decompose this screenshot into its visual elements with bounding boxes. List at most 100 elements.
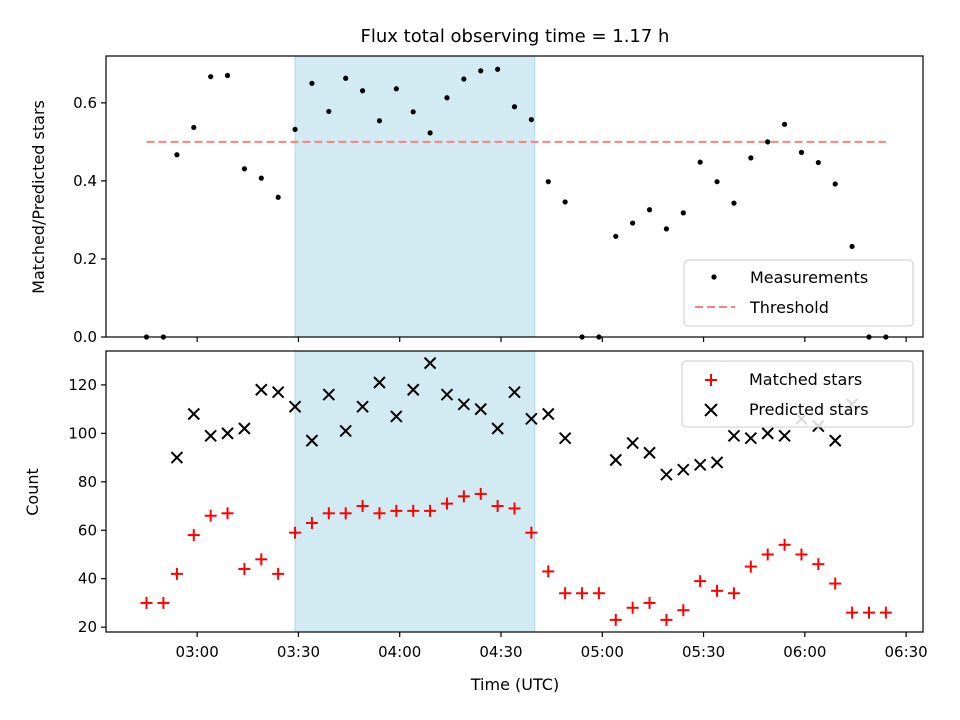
top-plot-frame [105,55,924,338]
matched-star-point [204,509,217,522]
x-tick-label: 04:00 [378,643,421,661]
matched-star-point [879,606,892,619]
predicted-star-stroke [693,458,707,472]
measurement-point [798,149,805,155]
predicted-star-stroke [508,385,521,399]
predicted-star-point [457,398,471,411]
predicted-star-stroke [170,451,184,464]
matched-star-point [305,516,318,529]
legend-matched-marker [705,374,717,386]
legend-measurements-label: Measurements [750,268,868,287]
matched-star-point [643,596,656,609]
y-tick-label: 0.2 [73,250,97,268]
predicted-star-point [288,400,302,413]
predicted-star-stroke [407,383,420,396]
measurement-point [359,88,366,94]
y-tick-label: 80 [78,473,97,491]
predicted-star-point [761,427,774,440]
predicted-star-point [508,385,521,399]
predicted-star-stroke [491,422,504,435]
measurement-points [143,66,889,340]
measurement-point [714,179,720,185]
predicted-star-point [204,429,217,442]
predicted-star-stroke [744,431,758,445]
measurement-point [815,159,821,166]
predicted-star-point [542,407,555,421]
matched-star-point [609,613,622,626]
matched-star-point [812,558,825,571]
predicted-star-stroke [440,388,454,401]
legend-predicted-marker [704,403,718,417]
x-tick-label: 05:00 [581,643,624,661]
matched-star-point [272,567,285,580]
x-tick-label: 06:00 [783,643,826,661]
measurement-point [410,109,416,115]
measurement-point [646,207,653,213]
matched-star-point [559,587,572,600]
predicted-star-point [322,388,336,401]
predicted-star-stroke [829,434,842,447]
matched-star-point [221,507,234,520]
matched-star-point [322,507,335,520]
predicted-stars-points [170,356,859,481]
measurement-point [191,124,197,131]
matched-star-point [440,497,453,510]
legend-matched-label: Matched stars [749,370,862,389]
y-tick-label: 60 [78,521,97,539]
measurement-point [275,194,281,200]
measurement-point [393,86,399,92]
matched-star-point [694,575,707,588]
x-tick-label: 03:30 [277,643,320,661]
predicted-star-point [710,456,724,469]
matched-star-point [140,596,153,609]
matched-star-point [407,504,420,517]
bottom-y-axis: 20 40 60 80 100 120 [68,376,106,636]
predicted-star-point [778,429,791,442]
predicted-star-stroke [609,453,622,467]
x-tick-label: 05:30 [682,643,725,661]
top-y-label: Matched/Predicted stars [29,100,48,294]
matched-star-point [761,548,774,561]
legend-predicted-label: Predicted stars [749,400,869,419]
y-tick-label: 120 [68,376,97,394]
measurement-point [849,243,855,250]
predicted-star-stroke [761,427,774,440]
predicted-star-point [558,431,572,445]
measurement-point [495,66,501,72]
measurement-point [258,175,264,181]
bottom-panel: 20 40 60 80 100 120 03:00 03:30 04:00 04:30 05:00… [23,350,928,694]
predicted-star-stroke [305,434,319,447]
predicted-star-point [626,436,639,450]
matched-star-point [744,560,757,573]
matched-star-point [727,587,740,600]
predicted-star-point [677,463,690,476]
measurement-point [309,80,315,86]
predicted-star-stroke [221,427,234,440]
matched-star-point [660,613,673,626]
measurement-point [292,126,298,132]
predicted-star-stroke [677,463,690,476]
measurement-point [444,95,450,101]
predicted-star-stroke [356,400,369,413]
matched-star-point [542,565,555,578]
predicted-star-stroke [727,429,741,442]
predicted-star-stroke [525,412,538,426]
predicted-star-point [660,468,673,481]
predicted-star-point [829,434,842,447]
measurement-point [663,226,670,232]
measurement-point [545,179,551,185]
predicted-star-stroke [339,424,352,438]
predicted-star-point [238,422,251,435]
x-tick-label: 03:00 [176,643,219,661]
predicted-star-stroke [271,385,285,399]
predicted-star-point [170,451,184,464]
bottom-highlight-span [294,350,536,633]
predicted-star-stroke [255,383,268,396]
matched-star-point [390,504,403,517]
predicted-star-point [609,453,622,467]
matched-star-point [862,606,875,619]
measurement-point [326,108,332,115]
top-highlight-span [294,55,536,338]
y-tick-label: 20 [78,618,97,636]
predicted-star-stroke [660,468,673,481]
